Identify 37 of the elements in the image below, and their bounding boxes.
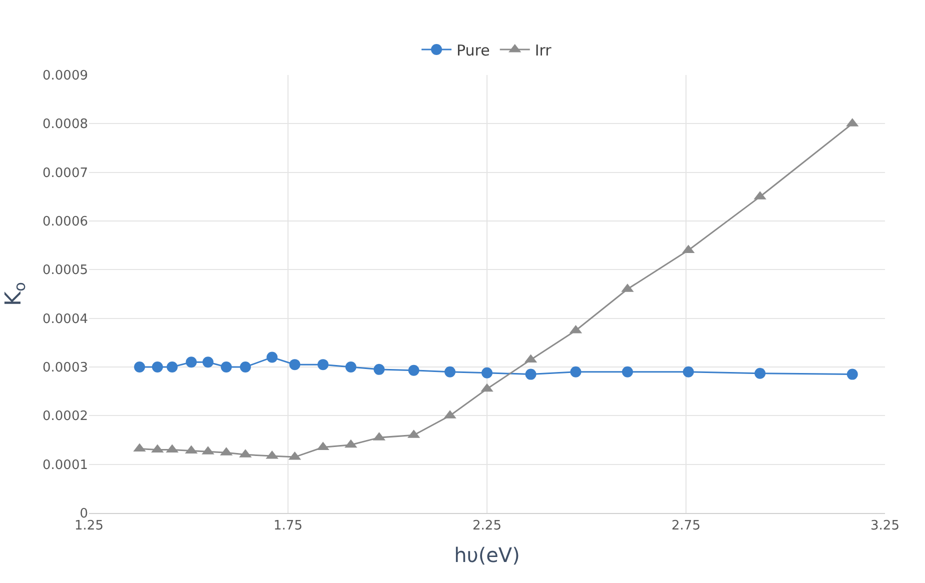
point (846, 368, 858, 380)
point (408, 364, 420, 376)
y-tick-label: 0.0004 (42, 312, 88, 327)
point (166, 362, 178, 372)
y-tick-label: 0.0003 (42, 360, 88, 376)
point (186, 356, 197, 368)
point (289, 359, 300, 370)
point (570, 366, 582, 378)
point (240, 362, 251, 372)
point (318, 359, 329, 370)
point (525, 368, 536, 380)
point (266, 352, 278, 363)
y-tick-label: 0.0008 (42, 117, 88, 132)
point (345, 362, 356, 372)
legend-label: Irr (534, 41, 552, 60)
y-tick-label: 0.0006 (42, 214, 88, 230)
x-tick-label: 2.25 (472, 518, 502, 534)
x-axis-title: hυ(eV) (454, 543, 520, 568)
y-tick-label: 0.0002 (42, 409, 88, 424)
x-tick-label: 2.75 (672, 518, 700, 534)
point (482, 367, 492, 378)
point (622, 366, 633, 378)
point (682, 366, 694, 378)
y-tick-label: 0.0001 (42, 458, 88, 473)
point (444, 366, 456, 378)
y-tick-label: 0.0009 (42, 68, 88, 84)
y-tick-label: 0.0007 (42, 166, 88, 181)
point (202, 356, 214, 368)
x-tick-label: 1.75 (274, 518, 302, 534)
point (754, 368, 766, 379)
legend-label: Pure (456, 41, 490, 60)
y-tick-label: 0.0005 (42, 263, 88, 278)
point (152, 362, 163, 372)
point (220, 362, 232, 372)
x-tick-label: 3.25 (870, 518, 900, 534)
point (134, 362, 146, 372)
point (374, 364, 385, 375)
